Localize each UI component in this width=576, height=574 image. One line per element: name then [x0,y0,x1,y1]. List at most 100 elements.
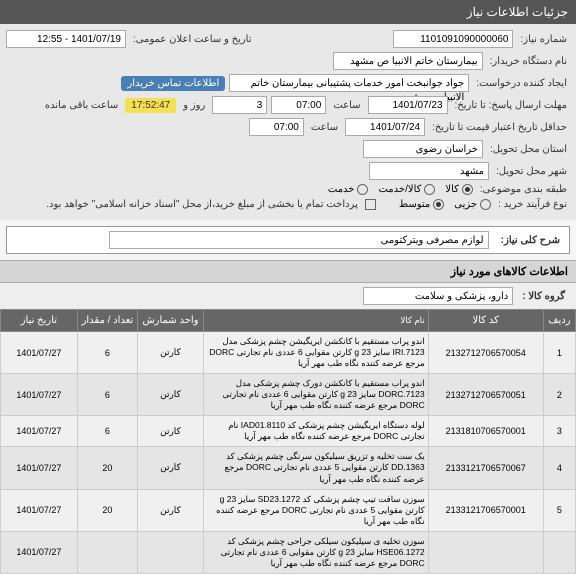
radio-icon [462,184,473,195]
radio-commodity-service[interactable]: کالا/خدمت [378,184,435,195]
treasury-checkbox[interactable] [365,199,376,210]
validity-hour: 07:00 [249,118,304,136]
cell-qty: 6 [77,332,137,374]
cell-unit: کارتن [138,447,204,489]
cell-unit: کارتن [138,489,204,531]
desc-field: لوازم مصرفی ویترکتومی [109,231,489,249]
cell-name: یک ست تخلیه و تزریق سیلیکون سرنگی چشم پز… [203,447,428,489]
cell-unit: کارتن [138,416,204,447]
cell-unit: کارتن [138,332,204,374]
table-row: 22132712706570051اندو پراب مستقیم با کان… [1,374,576,416]
cell-name: اندو پراب مستقیم با کانکشن دورک چشم پزشک… [203,374,428,416]
radio-icon [433,199,444,210]
category-label: طبقه بندی موضوعی: [477,184,570,195]
buyer-label: نام دستگاه خریدار: [487,56,570,67]
creator-label: ایجاد کننده درخواست: [473,78,570,89]
province-field: خراسان رضوی [363,140,483,158]
cell-date: 1401/07/27 [1,531,78,573]
radio-icon [480,199,491,210]
need-no-field: 1101091090000060 [393,30,513,48]
cell-idx [543,531,575,573]
radio-service[interactable]: خدمت [328,184,369,195]
cell-date: 1401/07/27 [1,374,78,416]
cell-qty: 20 [77,489,137,531]
cell-name: لوله دستگاه ایریگیشن چشم پزشکی کد IAD01.… [203,416,428,447]
cell-date: 1401/07/27 [1,489,78,531]
validity-date: 1401/07/24 [345,118,425,136]
radio-icon [357,184,368,195]
radio-small[interactable]: جزیی [454,199,491,210]
form-area: شماره نیاز: 1101091090000060 تاریخ و ساع… [0,24,576,220]
validity-hour-label: ساعت [308,122,341,133]
radio-commodity[interactable]: کالا [445,184,473,195]
need-no-label: شماره نیاز: [517,34,570,45]
cell-qty: 6 [77,416,137,447]
group-label: گروه کالا : [519,291,568,302]
remain-time-badge: 17:52:47 [125,98,176,113]
items-table: ردیف کد کالا نام کالا واحد شمارش تعداد /… [0,309,576,574]
cell-code: 2132712706570054 [428,332,543,374]
buy-note: پرداخت تمام یا بخشی از مبلغ خرید،از محل … [43,199,361,210]
cell-idx: 4 [543,447,575,489]
group-row: گروه کالا : دارو، پزشکی و سلامت [0,283,576,309]
th-qty: تعداد / مقدار [77,310,137,332]
cell-date: 1401/07/27 [1,332,78,374]
cell-name: سوزن سافت تیپ چشم پزشکی کد SD23.1272 سای… [203,489,428,531]
cell-unit [138,531,204,573]
deadline-hour: 07:00 [271,96,326,114]
items-section-title: اطلاعات کالاهای مورد نیاز [0,260,576,283]
cell-qty [77,531,137,573]
contact-badge[interactable]: اطلاعات تماس خریدار [121,76,225,91]
radio-icon [424,184,435,195]
cell-idx: 1 [543,332,575,374]
announce-label: تاریخ و ساعت اعلان عمومی: [130,34,255,45]
th-name: نام کالا [203,310,428,332]
desc-label: شرح کلی نیاز: [498,235,563,246]
table-row: 12132712706570054اندو پراب مستقیم با کان… [1,332,576,374]
group-field: دارو، پزشکی و سلامت [363,287,513,305]
table-row: سوزن تخلیه ی سیلیکون سیلکی جراحی چشم پزش… [1,531,576,573]
cell-idx: 3 [543,416,575,447]
header-title: جزئیات اطلاعات نیاز [467,5,568,19]
cell-code [428,531,543,573]
category-radio-group: کالا کالا/خدمت خدمت [328,184,473,195]
buy-type-radio-group: جزیی متوسط [399,199,491,210]
deadline-hour-label: ساعت [330,100,363,111]
creator-field: جواد جوانبخت امور خدمات پشتیبانی بیمارست… [229,74,469,92]
city-label: شهر محل تحویل: [493,166,570,177]
announce-field: 1401/07/19 - 12:55 [6,30,126,48]
description-box: شرح کلی نیاز: لوازم مصرفی ویترکتومی [6,226,570,254]
th-code: کد کالا [428,310,543,332]
cell-name: سوزن تخلیه ی سیلیکون سیلکی جراحی چشم پزش… [203,531,428,573]
table-header-row: ردیف کد کالا نام کالا واحد شمارش تعداد /… [1,310,576,332]
cell-qty: 6 [77,374,137,416]
page-header: جزئیات اطلاعات نیاز [0,0,576,24]
province-label: استان محل تحویل: [487,144,570,155]
cell-unit: کارتن [138,374,204,416]
cell-idx: 5 [543,489,575,531]
city-field: مشهد [369,162,489,180]
days-field: 3 [212,96,267,114]
cell-idx: 2 [543,374,575,416]
remain-suffix: ساعت باقی مانده [42,100,121,111]
cell-code: 2132712706570051 [428,374,543,416]
cell-date: 1401/07/27 [1,447,78,489]
cell-code: 2131810706570001 [428,416,543,447]
table-row: 52133121706570001سوزن سافت تیپ چشم پزشکی… [1,489,576,531]
th-date: تاریخ نیاز [1,310,78,332]
radio-medium[interactable]: متوسط [399,199,444,210]
cell-name: اندو پراب مستقیم با کانکشن ایریگیشن چشم … [203,332,428,374]
cell-qty: 20 [77,447,137,489]
th-unit: واحد شمارش [138,310,204,332]
deadline-label: مهلت ارسال پاسخ: تا تاریخ: [452,100,570,111]
days-suffix: روز و [180,100,208,111]
table-row: 42133121706570067یک ست تخلیه و تزریق سیل… [1,447,576,489]
buyer-field: بیمارستان خاتم الانبیا ص مشهد [333,52,483,70]
buy-type-label: نوع فرآیند خرید : [495,199,570,210]
validity-label: حداقل تاریخ اعتبار قیمت تا تاریخ: [429,122,570,133]
cell-code: 2133121706570067 [428,447,543,489]
deadline-date: 1401/07/23 [368,96,448,114]
table-row: 32131810706570001لوله دستگاه ایریگیشن چش… [1,416,576,447]
th-idx: ردیف [543,310,575,332]
cell-date: 1401/07/27 [1,416,78,447]
